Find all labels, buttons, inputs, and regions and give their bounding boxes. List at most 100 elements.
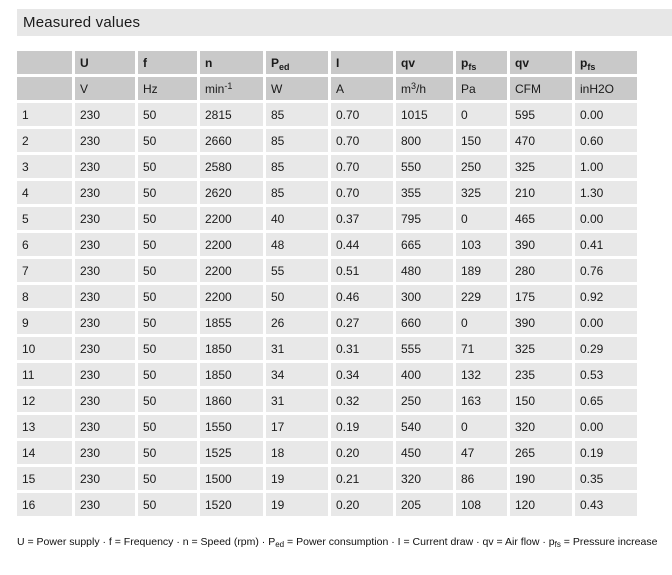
table-cell-voltage: 230 <box>75 493 135 516</box>
table-cell-airflow-cfm: 325 <box>510 155 572 178</box>
table-row: 4 230 50 2620 85 0.70 355 325 210 1.30 <box>17 181 637 204</box>
table-cell-frequency: 50 <box>138 129 197 152</box>
table-cell-row-number: 9 <box>17 311 72 334</box>
table-cell-frequency: 50 <box>138 155 197 178</box>
table-cell-current: 0.20 <box>331 441 393 464</box>
table-cell-pressure-pa: 47 <box>456 441 507 464</box>
unit-cell-pressure-inh2o: inH2O <box>575 77 637 100</box>
table-cell-row-number: 4 <box>17 181 72 204</box>
table-cell-power: 31 <box>266 389 328 412</box>
unit-cell-power: W <box>266 77 328 100</box>
table-cell-speed: 1520 <box>200 493 263 516</box>
table-cell-frequency: 50 <box>138 311 197 334</box>
table-cell-pressure-inh2o: 0.53 <box>575 363 637 386</box>
table-cell-current: 0.27 <box>331 311 393 334</box>
table-cell-speed: 2200 <box>200 285 263 308</box>
header-cell-pressure-inh2o: pfs <box>575 51 637 74</box>
table-cell-pressure-inh2o: 0.92 <box>575 285 637 308</box>
table-cell-airflow-cfm: 265 <box>510 441 572 464</box>
table-cell-airflow-m3h: 660 <box>396 311 453 334</box>
table-cell-airflow-cfm: 390 <box>510 311 572 334</box>
table-cell-row-number: 13 <box>17 415 72 438</box>
table-row: 10 230 50 1850 31 0.31 555 71 325 0.29 <box>17 337 637 360</box>
table-cell-voltage: 230 <box>75 259 135 282</box>
table-cell-frequency: 50 <box>138 233 197 256</box>
table-cell-pressure-pa: 229 <box>456 285 507 308</box>
table-cell-speed: 1855 <box>200 311 263 334</box>
table-cell-airflow-m3h: 450 <box>396 441 453 464</box>
table-cell-airflow-cfm: 320 <box>510 415 572 438</box>
unit-cell-pressure-pa: Pa <box>456 77 507 100</box>
table-cell-current: 0.32 <box>331 389 393 412</box>
table-cell-frequency: 50 <box>138 415 197 438</box>
unit-cell-airflow-cfm: CFM <box>510 77 572 100</box>
table-cell-pressure-inh2o: 0.60 <box>575 129 637 152</box>
table-cell-airflow-m3h: 355 <box>396 181 453 204</box>
table-cell-voltage: 230 <box>75 103 135 126</box>
table-cell-row-number: 3 <box>17 155 72 178</box>
table-cell-airflow-m3h: 550 <box>396 155 453 178</box>
header-cell-power: Ped <box>266 51 328 74</box>
unit-cell-row-number <box>17 77 72 100</box>
header-cell-airflow-cfm: qv <box>510 51 572 74</box>
table-cell-pressure-inh2o: 0.00 <box>575 207 637 230</box>
table-row: 1 230 50 2815 85 0.70 1015 0 595 0.00 <box>17 103 637 126</box>
table-cell-current: 0.44 <box>331 233 393 256</box>
table-cell-current: 0.51 <box>331 259 393 282</box>
table-cell-pressure-pa: 71 <box>456 337 507 360</box>
table-cell-current: 0.70 <box>331 155 393 178</box>
table-cell-pressure-pa: 163 <box>456 389 507 412</box>
table-cell-voltage: 230 <box>75 467 135 490</box>
table-cell-frequency: 50 <box>138 467 197 490</box>
table-cell-pressure-pa: 103 <box>456 233 507 256</box>
table-cell-pressure-pa: 189 <box>456 259 507 282</box>
table-cell-row-number: 8 <box>17 285 72 308</box>
table-cell-airflow-cfm: 390 <box>510 233 572 256</box>
table-cell-pressure-pa: 0 <box>456 103 507 126</box>
table-cell-airflow-cfm: 280 <box>510 259 572 282</box>
table-cell-voltage: 230 <box>75 441 135 464</box>
table-cell-pressure-inh2o: 0.00 <box>575 415 637 438</box>
unit-cell-speed: min-1 <box>200 77 263 100</box>
table-cell-frequency: 50 <box>138 441 197 464</box>
table-cell-row-number: 1 <box>17 103 72 126</box>
table-cell-power: 26 <box>266 311 328 334</box>
table-cell-current: 0.70 <box>331 181 393 204</box>
table-cell-current: 0.31 <box>331 337 393 360</box>
table-cell-airflow-cfm: 210 <box>510 181 572 204</box>
table-cell-airflow-cfm: 190 <box>510 467 572 490</box>
table-cell-airflow-m3h: 800 <box>396 129 453 152</box>
table-cell-row-number: 10 <box>17 337 72 360</box>
table-row: 6 230 50 2200 48 0.44 665 103 390 0.41 <box>17 233 637 256</box>
table-cell-pressure-inh2o: 0.41 <box>575 233 637 256</box>
table-cell-pressure-pa: 132 <box>456 363 507 386</box>
table-cell-pressure-pa: 0 <box>456 415 507 438</box>
header-cell-pressure-pa: pfs <box>456 51 507 74</box>
table-cell-airflow-cfm: 175 <box>510 285 572 308</box>
table-cell-frequency: 50 <box>138 259 197 282</box>
table-cell-power: 85 <box>266 155 328 178</box>
table-cell-current: 0.70 <box>331 103 393 126</box>
table-cell-current: 0.70 <box>331 129 393 152</box>
table-row: 14 230 50 1525 18 0.20 450 47 265 0.19 <box>17 441 637 464</box>
table-cell-row-number: 14 <box>17 441 72 464</box>
table-cell-pressure-pa: 108 <box>456 493 507 516</box>
section-title-bar: Measured values <box>17 9 672 36</box>
table-row: 3 230 50 2580 85 0.70 550 250 325 1.00 <box>17 155 637 178</box>
table-cell-speed: 2660 <box>200 129 263 152</box>
table-row: 9 230 50 1855 26 0.27 660 0 390 0.00 <box>17 311 637 334</box>
table-cell-frequency: 50 <box>138 285 197 308</box>
table-cell-frequency: 50 <box>138 493 197 516</box>
header-cell-row-number <box>17 51 72 74</box>
table-cell-speed: 2200 <box>200 207 263 230</box>
table-cell-current: 0.19 <box>331 415 393 438</box>
table-cell-pressure-inh2o: 0.29 <box>575 337 637 360</box>
table-cell-pressure-inh2o: 0.00 <box>575 103 637 126</box>
table-cell-airflow-cfm: 470 <box>510 129 572 152</box>
table-cell-airflow-m3h: 205 <box>396 493 453 516</box>
table-cell-speed: 1860 <box>200 389 263 412</box>
table-cell-airflow-cfm: 325 <box>510 337 572 360</box>
table-cell-voltage: 230 <box>75 363 135 386</box>
